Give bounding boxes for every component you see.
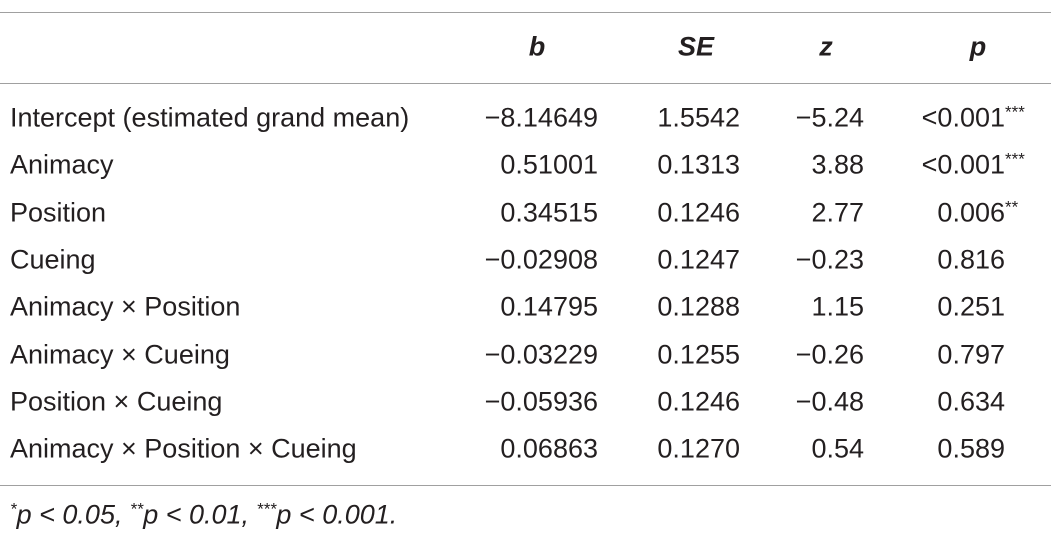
column-header: SE xyxy=(677,31,715,62)
sig-mark: ** xyxy=(1005,197,1019,217)
significance-stars: *** xyxy=(1005,149,1025,179)
footnote-mark: * xyxy=(10,499,17,519)
footnote: *p < 0.05, **p < 0.01, ***p < 0.001. xyxy=(10,499,398,530)
cell: 0.797 xyxy=(937,339,1005,369)
cell: 3.88 xyxy=(811,149,864,180)
row-label: Animacy × Position × Cueing xyxy=(10,433,357,464)
cell: 0.06863 xyxy=(500,433,598,464)
row-label: Cueing xyxy=(10,244,96,275)
cell: −0.03229 xyxy=(484,339,598,369)
sig-mark: *** xyxy=(1005,149,1025,169)
cell: −5.24 xyxy=(795,102,864,133)
cell: −0.02908 xyxy=(484,244,598,275)
cell: 0.51001 xyxy=(500,149,598,180)
column-header: p xyxy=(969,31,987,62)
cell: 1.5542 xyxy=(657,102,740,133)
footnote-mark: ** xyxy=(129,499,144,519)
cell: 0.251 xyxy=(937,291,1005,322)
cell: 0.1313 xyxy=(657,149,740,180)
row-label: Animacy × Cueing xyxy=(10,339,230,369)
cell: −8.14649 xyxy=(484,102,598,133)
row-label: Position xyxy=(10,197,107,228)
cell: 0.1246 xyxy=(657,386,740,417)
cell: 0.54 xyxy=(811,433,864,464)
sig-mark: *** xyxy=(1005,102,1025,122)
cell: 0.006 xyxy=(937,197,1005,228)
header-rule xyxy=(0,83,1051,84)
footnote-mark: *** xyxy=(256,499,277,519)
footnote-text: p < 0.05, xyxy=(16,499,130,530)
cell: 0.34515 xyxy=(500,197,598,228)
column-header: z xyxy=(819,31,833,62)
cell: 2.77 xyxy=(811,197,864,228)
cell: −0.26 xyxy=(795,339,864,369)
cell: 1.15 xyxy=(811,291,864,322)
cell: 0.1247 xyxy=(657,244,740,275)
cell: <0.001 xyxy=(921,149,1005,180)
cell: 0.1288 xyxy=(657,291,740,322)
cell: 0.1246 xyxy=(657,197,740,228)
row-label: Position × Cueing xyxy=(10,386,223,417)
footnote-text: p < 0.001. xyxy=(276,499,398,530)
cell: 0.634 xyxy=(937,386,1005,417)
row-label: Animacy xyxy=(10,149,114,180)
footnote-text: p < 0.01, xyxy=(143,499,257,530)
top-rule xyxy=(0,12,1051,13)
cell: <0.001 xyxy=(921,102,1005,133)
cell: 0.14795 xyxy=(500,291,598,322)
cell: −0.48 xyxy=(795,386,864,417)
cell: 0.816 xyxy=(937,244,1005,275)
cell: 0.589 xyxy=(937,433,1005,464)
bottom-rule xyxy=(0,485,1051,486)
cell: 0.1255 xyxy=(657,339,740,369)
cell: 0.1270 xyxy=(657,433,740,464)
significance-stars: ** xyxy=(1005,197,1019,226)
cell: −0.23 xyxy=(795,244,864,275)
row-label: Intercept (estimated grand mean) xyxy=(10,102,410,133)
significance-stars: *** xyxy=(1005,102,1025,132)
row-label: Animacy × Position xyxy=(10,291,241,322)
cell: −0.05936 xyxy=(484,386,598,417)
column-header: b xyxy=(528,31,546,62)
